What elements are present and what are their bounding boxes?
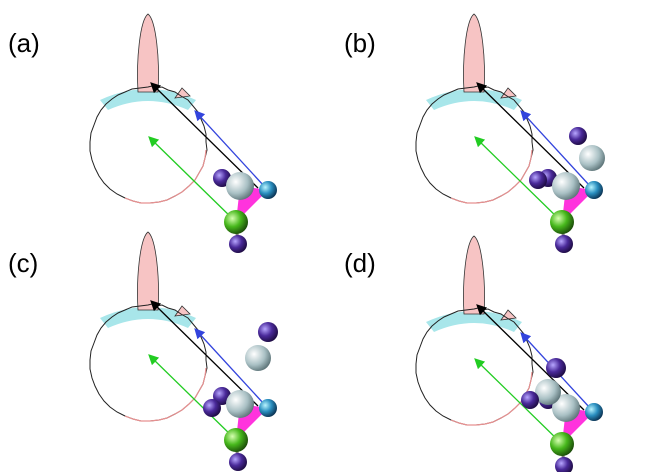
panel-label: (c) xyxy=(8,248,38,278)
panel-a xyxy=(90,14,277,253)
panel-d xyxy=(416,236,603,472)
panel-c xyxy=(90,232,278,471)
panel-b xyxy=(416,14,605,253)
panel-label: (d) xyxy=(344,248,376,278)
panel-label: (b) xyxy=(344,28,376,58)
panel-label: (a) xyxy=(8,28,40,58)
